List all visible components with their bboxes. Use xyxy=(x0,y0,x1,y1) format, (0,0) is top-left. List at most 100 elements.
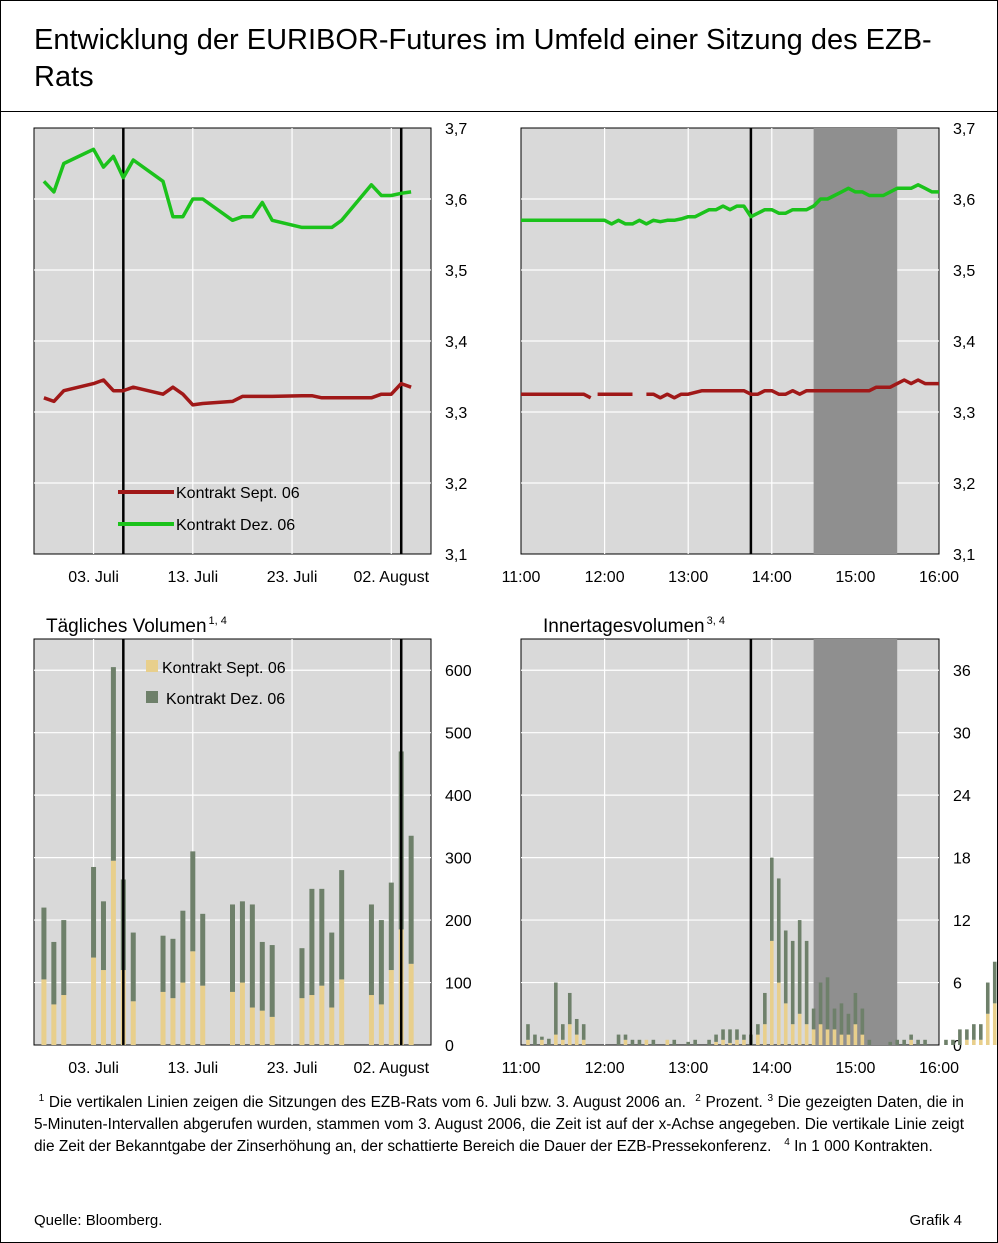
bar-sept xyxy=(91,957,97,1045)
bar-dez xyxy=(895,1039,899,1045)
bar-sept xyxy=(200,985,206,1045)
bar-dez xyxy=(378,920,384,1005)
bar-dez xyxy=(951,1039,955,1045)
bar-dez xyxy=(742,1034,746,1040)
bar-dez xyxy=(686,1041,690,1045)
bar-sept xyxy=(299,998,305,1045)
series-line-sept xyxy=(646,378,939,400)
bar-dez xyxy=(230,904,235,992)
y-tick-label: 3,5 xyxy=(953,263,975,280)
bar-sept xyxy=(51,1004,57,1045)
bar-sept xyxy=(728,1042,732,1045)
series-line-sept xyxy=(43,378,412,407)
bar-sept xyxy=(818,1024,823,1045)
footnotes: 1 Die vertikalen Linien zeigen die Sitzu… xyxy=(34,1092,964,1158)
bar-sept xyxy=(770,940,774,1045)
legend-label-sept: Kontrakt Sept. 06 xyxy=(176,485,300,502)
bar-dez xyxy=(616,1034,621,1045)
bar-sept xyxy=(329,1007,335,1045)
bar-dez xyxy=(110,667,116,861)
legend-swatch-dez xyxy=(146,691,158,703)
bar-dez xyxy=(825,977,830,1030)
bar-sept xyxy=(269,1016,275,1045)
bar-sept xyxy=(742,1039,746,1045)
bar-sept xyxy=(230,991,235,1045)
bar-sept xyxy=(130,1001,136,1045)
bar-sept xyxy=(965,1039,969,1045)
bar-sept xyxy=(249,1007,255,1045)
bar-sept xyxy=(623,1039,628,1045)
panel-title-superscript: 3, 4 xyxy=(707,615,725,627)
y-tick-label: 0 xyxy=(953,1038,962,1055)
footnote-mark-4: 4 xyxy=(784,1136,790,1148)
bar-sept xyxy=(665,1039,670,1045)
panel-intraday-volume: Innertagesvolumen 3, 4 0 6 12 18 24 30 36 11:00 12… xyxy=(499,592,998,1087)
bar-dez xyxy=(888,1041,893,1045)
y-tick-label: 500 xyxy=(445,726,472,743)
bar-sept xyxy=(776,982,781,1045)
footnote-3: Die gezeigten Daten, die in 5-Minuten-In… xyxy=(34,1094,964,1155)
bar-sept xyxy=(832,1029,837,1045)
bar-dez xyxy=(269,945,275,1017)
source-note: Quelle: Bloomberg. xyxy=(34,1212,163,1229)
bar-sept xyxy=(721,1039,725,1045)
bar-sept xyxy=(714,1041,718,1045)
x-tick-label: 13:00 xyxy=(668,1060,708,1077)
bar-sept xyxy=(554,1034,558,1045)
bar-dez xyxy=(368,904,374,996)
bar-dez xyxy=(923,1039,927,1045)
bar-sept xyxy=(972,1039,976,1045)
panel-title: Tägliches Volumen xyxy=(46,616,207,637)
bar-dez xyxy=(693,1039,697,1045)
bar-sept xyxy=(100,970,106,1045)
bar-sept xyxy=(526,1039,530,1045)
bar-dez xyxy=(728,1029,732,1043)
y-tick-label: 600 xyxy=(445,663,472,680)
bar-dez xyxy=(130,932,136,1002)
bar-sept xyxy=(408,963,414,1045)
bar-sept xyxy=(41,979,47,1045)
y-tick-label: 6 xyxy=(953,976,962,993)
title-divider xyxy=(0,111,998,112)
chart-intraday-volume: Innertagesvolumen 3, 4 0 6 12 18 24 30 36 11:00 12… xyxy=(502,615,997,1077)
x-tick-label: 13. Juli xyxy=(167,569,218,586)
page-title: Entwicklung der EURIBOR-Futures im Umfel… xyxy=(34,24,932,93)
bar-sept xyxy=(319,985,325,1045)
bar-sept xyxy=(797,1013,802,1045)
bar-sept xyxy=(804,1024,809,1045)
chart-intraday-rate: Impliziter Tagessatz (5-Minuten-Daten)2,… xyxy=(502,121,976,586)
bar-sept xyxy=(561,1039,565,1045)
bar-dez xyxy=(299,948,305,999)
legend-label-dez: Kontrakt Dez. 06 xyxy=(166,691,285,708)
bar-dez xyxy=(804,940,809,1025)
bar-sept xyxy=(239,982,245,1045)
bar-dez xyxy=(651,1039,656,1045)
bar-dez xyxy=(100,901,106,971)
y-tick-label: 3,2 xyxy=(953,476,975,493)
bar-dez xyxy=(909,1034,913,1040)
x-tick-label: 03. Juli xyxy=(68,1060,119,1077)
bar-dez xyxy=(540,1036,544,1040)
y-tick-label: 3,2 xyxy=(445,476,467,493)
x-tick-label: 23. Juli xyxy=(267,569,318,586)
bar-dez xyxy=(581,1024,586,1040)
legend-label-sept: Kontrakt Sept. 06 xyxy=(162,660,286,677)
bar-dez xyxy=(818,982,823,1025)
bar-sept xyxy=(309,995,315,1045)
bar-dez xyxy=(735,1029,739,1040)
bar-sept xyxy=(853,1024,858,1045)
bar-dez xyxy=(574,1018,579,1035)
x-tick-label: 02. August xyxy=(353,1060,429,1077)
y-tick-label: 3,3 xyxy=(953,405,975,422)
x-tick-label: 11:00 xyxy=(502,1060,541,1077)
bar-dez xyxy=(170,938,176,999)
series-line-dez xyxy=(521,183,939,226)
y-tick-label: 12 xyxy=(953,913,971,930)
x-tick-label: 11:00 xyxy=(502,569,541,586)
footnote-1: Die vertikalen Linien zeigen die Sitzung… xyxy=(48,1094,686,1111)
bar-dez xyxy=(672,1039,677,1045)
y-tick-label: 3,1 xyxy=(445,547,467,564)
bar-sept xyxy=(567,1024,572,1045)
bar-dez xyxy=(526,1024,530,1040)
bar-dez xyxy=(811,1008,816,1030)
